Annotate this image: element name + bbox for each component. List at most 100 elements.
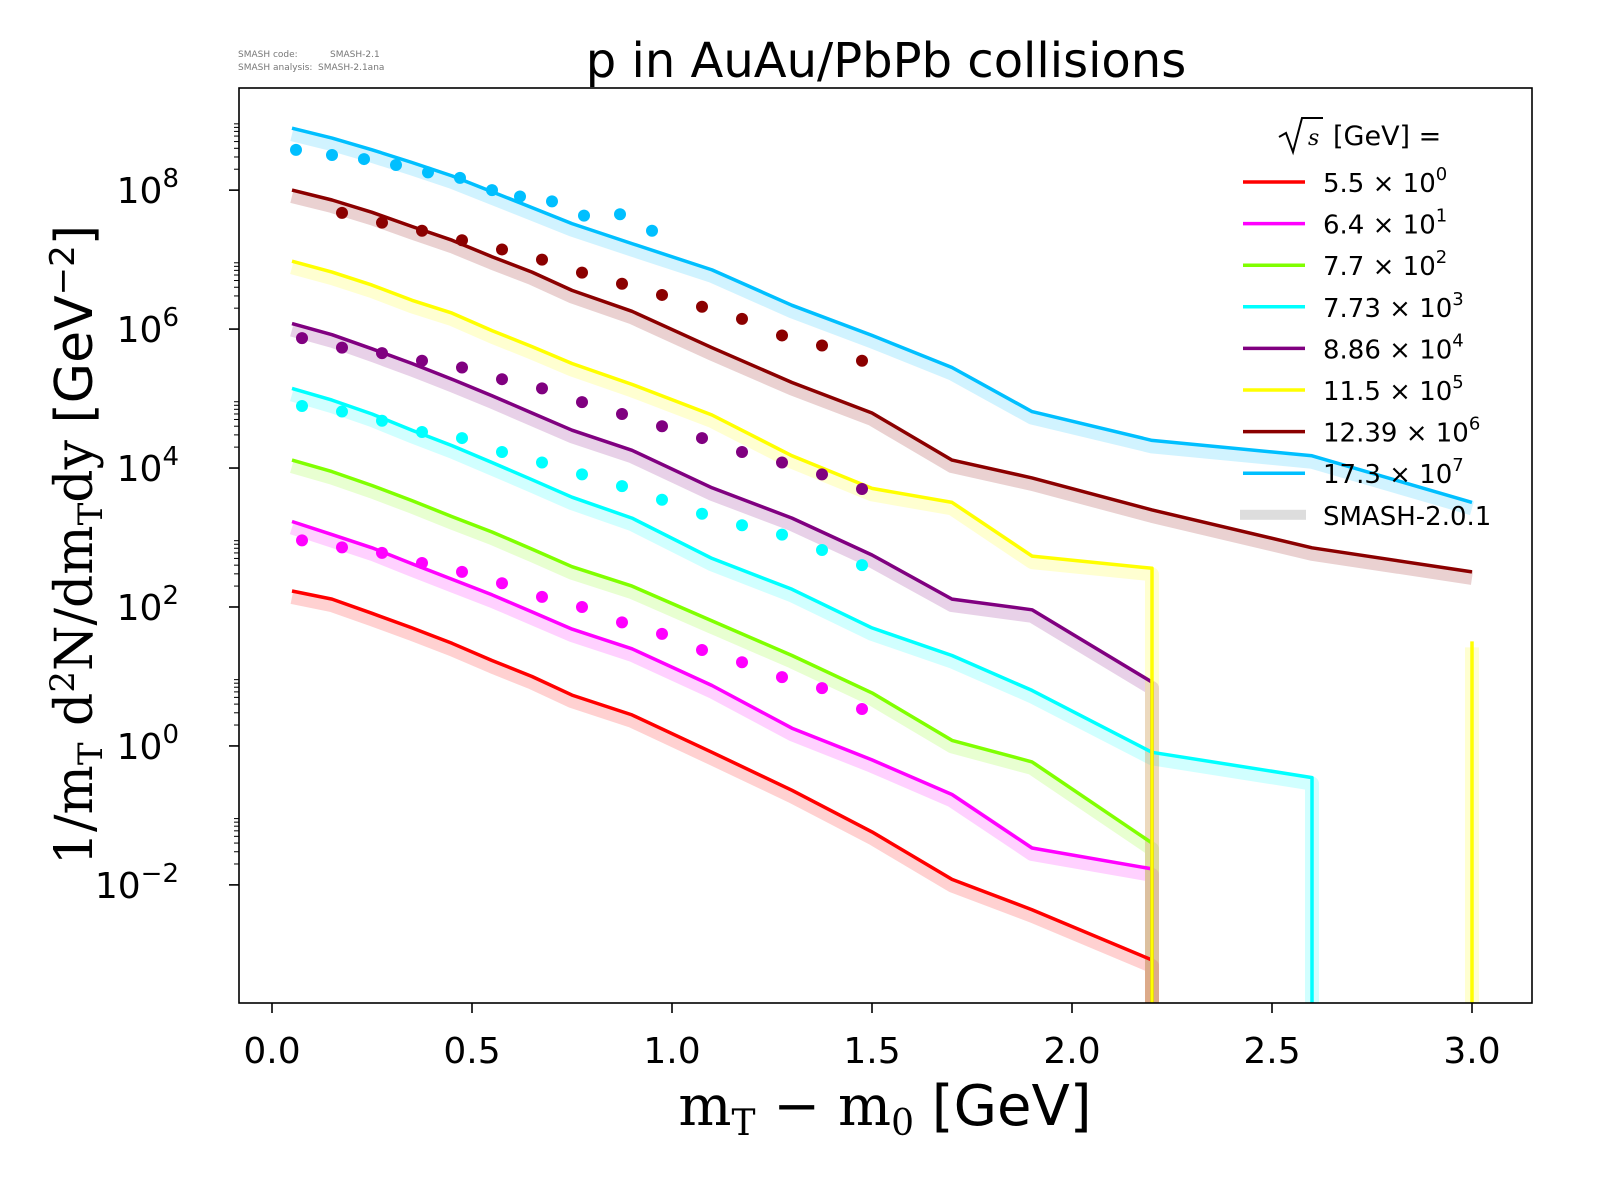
data-point-7 (486, 184, 498, 197)
data-point-1 (696, 644, 708, 657)
legend-title-s: s (1308, 126, 1319, 151)
data-point-1 (656, 627, 668, 640)
data-point-3 (296, 400, 308, 413)
data-point-4 (576, 396, 588, 409)
data-point-1 (496, 577, 508, 590)
series-line-6 (291, 188, 1473, 574)
data-point-3 (536, 456, 548, 469)
y-tick-label: 104 (117, 442, 179, 490)
data-point-3 (376, 414, 388, 427)
legend-label-6: 12.39 × 106 (1323, 414, 1480, 449)
data-point-7 (646, 224, 658, 237)
data-point-7 (454, 171, 466, 184)
data-point-4 (336, 341, 348, 354)
data-point-1 (376, 546, 388, 559)
ylabel-unit-sup: −2 (43, 245, 83, 295)
data-point-7 (290, 143, 302, 156)
legend-label-5: 11.5 × 105 (1323, 372, 1464, 407)
series-line-0 (291, 589, 1154, 1003)
legend-value: 11.5 (1323, 377, 1381, 407)
data-point-4 (536, 382, 548, 395)
legend-exp: 6 (1469, 414, 1480, 435)
y-tick-label: 108 (117, 164, 179, 212)
data-point-3 (736, 519, 748, 532)
data-point-4 (736, 446, 748, 459)
legend-times: × 10 (1364, 211, 1435, 241)
data-point-3 (416, 426, 428, 439)
smash-band-1 (289, 520, 1159, 1003)
legend-times: × 10 (1381, 460, 1452, 490)
x-axis-label: mT − m0 [GeV] (678, 1074, 1091, 1144)
y-tick-exp: −2 (141, 859, 179, 889)
series-line-5 (291, 259, 1474, 1003)
legend-exp: 4 (1452, 330, 1463, 351)
legend-times: × 10 (1381, 294, 1452, 324)
smash-code-value: SMASH-2.1 (330, 50, 380, 60)
legend-exp: 7 (1452, 455, 1463, 476)
y-tick-exp: 4 (162, 442, 179, 472)
data-point-4 (456, 361, 468, 374)
y-tick-label: 100 (117, 720, 179, 768)
data-point-1 (736, 656, 748, 669)
data-point-6 (376, 216, 388, 229)
data-point-4 (856, 482, 868, 495)
legend-exp: 0 (1436, 164, 1447, 185)
data-point-7 (390, 158, 402, 171)
smash-analysis-value: SMASH-2.1ana (318, 63, 384, 73)
data-point-4 (296, 332, 308, 345)
data-point-6 (616, 277, 628, 290)
data-point-1 (856, 703, 868, 716)
y-tick-base: 10 (117, 588, 163, 629)
ylabel-p2: d (45, 693, 105, 743)
x-tick-label: 2.0 (1043, 1031, 1100, 1072)
data-point-1 (816, 682, 828, 695)
data-point-6 (576, 266, 588, 279)
data-point-1 (416, 556, 428, 569)
data-point-3 (576, 468, 588, 481)
legend-value: 12.39 (1323, 419, 1397, 449)
ylabel-sub2: T (71, 502, 111, 525)
data-point-4 (496, 373, 508, 386)
data-point-7 (358, 153, 370, 166)
smash-band-4 (290, 322, 1159, 1003)
series-line-1 (291, 519, 1154, 1003)
x-axis: 0.0 0.5 1.0 1.5 2.0 2.5 3.0 (243, 1003, 1501, 1072)
legend-value: 5.5 (1323, 169, 1364, 199)
y-tick-exp: 2 (162, 581, 179, 611)
data-point-3 (816, 544, 828, 557)
xlabel-minus: − m (755, 1074, 891, 1139)
smash-band-6 (290, 189, 1474, 585)
data-points (290, 143, 868, 716)
data-point-7 (514, 190, 526, 203)
legend-value: 7.73 (1323, 294, 1381, 324)
data-point-3 (336, 405, 348, 418)
y-tick-exp: 6 (162, 303, 179, 333)
data-point-3 (496, 446, 508, 459)
y-tick-base: 10 (95, 866, 141, 907)
y-tick-exp: 8 (162, 164, 179, 194)
data-point-6 (336, 206, 348, 219)
x-tick-label: 0.0 (243, 1031, 300, 1072)
legend-label-0: 5.5 × 100 (1323, 164, 1447, 199)
legend-times: × 10 (1364, 252, 1435, 282)
ylabel-sub1: T (71, 742, 111, 765)
y-tick-label: 10−2 (95, 859, 179, 907)
data-point-1 (336, 541, 348, 554)
xlabel-m: m (678, 1074, 731, 1139)
smash-band-group (289, 127, 1479, 1003)
x-tick-label: 0.5 (443, 1031, 500, 1072)
data-point-6 (776, 329, 788, 342)
legend-label-7: 17.3 × 107 (1323, 455, 1464, 490)
y-axis-label: 1/mT d2N/dmTdy [GeV−2] (43, 225, 111, 865)
smash-code-label: SMASH code: (238, 50, 298, 60)
series-line-7 (291, 126, 1473, 505)
data-point-7 (614, 208, 626, 221)
data-point-6 (416, 224, 428, 237)
data-point-1 (296, 534, 308, 547)
ylabel-p1: 1/m (45, 765, 105, 865)
legend-times: × 10 (1397, 419, 1468, 449)
y-tick-base: 10 (117, 449, 163, 490)
